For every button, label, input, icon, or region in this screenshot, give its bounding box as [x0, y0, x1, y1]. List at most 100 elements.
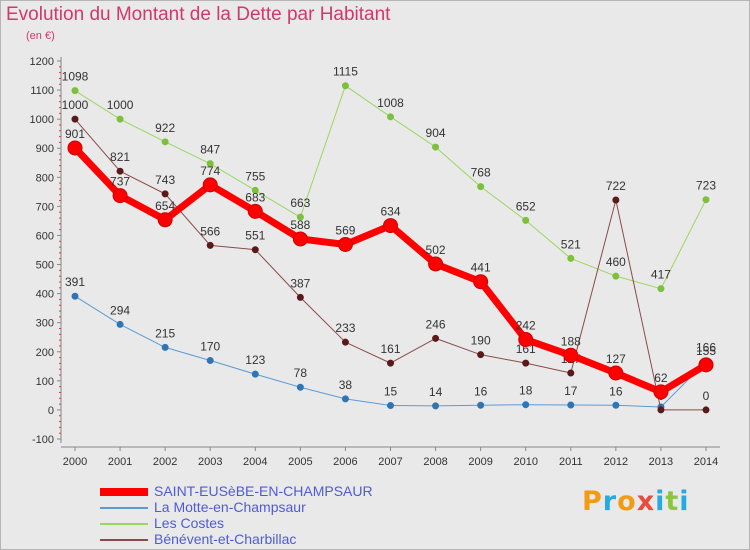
- data-point: [698, 357, 714, 373]
- legend-swatch: [100, 488, 148, 496]
- data-point: [206, 160, 214, 168]
- data-point: [341, 338, 349, 346]
- proxiti-logo: Proxiti: [582, 486, 690, 517]
- data-point: [522, 359, 530, 367]
- series-saint-eus-be-en-champsaur: 901 737 654 774 683 588 569 634 502 441 242 188 127 6…: [65, 127, 716, 400]
- data-point: [657, 406, 665, 414]
- data-label: 1000: [107, 98, 134, 112]
- data-label: 774: [200, 164, 220, 178]
- y-tick-label: 800: [36, 172, 54, 184]
- logo-letter: i: [679, 486, 690, 517]
- data-label: 233: [335, 321, 355, 335]
- data-label: 566: [200, 224, 220, 238]
- data-point: [116, 320, 124, 328]
- data-label: 441: [471, 261, 491, 275]
- data-point: [251, 186, 259, 194]
- y-tick-label: 500: [36, 260, 54, 272]
- data-label: 14: [429, 385, 443, 399]
- data-label: 683: [245, 190, 265, 204]
- data-label: 62: [654, 371, 668, 385]
- data-label: 17: [564, 384, 578, 398]
- data-point: [653, 384, 669, 400]
- logo-letter: o: [617, 486, 637, 517]
- data-point: [612, 401, 620, 409]
- data-point: [116, 115, 124, 123]
- data-label: 18: [519, 384, 533, 398]
- data-label: 460: [606, 255, 626, 269]
- data-point: [563, 347, 579, 363]
- data-point: [387, 113, 394, 121]
- data-label: 1008: [377, 96, 404, 110]
- data-point: [612, 196, 620, 204]
- legend-swatch: [100, 539, 148, 541]
- data-point: [206, 241, 214, 249]
- legend-label: Les Costes: [154, 515, 225, 531]
- data-label: 755: [245, 169, 265, 183]
- x-tick-label: 2001: [108, 456, 132, 468]
- x-tick-label: 2000: [63, 456, 87, 468]
- series-les-costes: 1098 1000 922 847 755 663 1115 1008 904 768 652 521…: [62, 65, 716, 293]
- y-tick-label: 600: [36, 230, 54, 242]
- data-label: 502: [426, 243, 446, 257]
- data-label: 521: [561, 237, 581, 251]
- data-label: 922: [155, 121, 175, 135]
- data-point: [522, 401, 530, 409]
- data-point: [251, 370, 259, 378]
- data-label: 722: [606, 179, 626, 193]
- data-point: [206, 356, 214, 364]
- data-label: 652: [516, 199, 536, 213]
- data-label: 737: [110, 175, 130, 189]
- y-tick-label: -100: [32, 434, 54, 446]
- data-label: 78: [294, 366, 308, 380]
- y-tick-label: 900: [36, 143, 54, 155]
- y-tick-label: 100: [36, 376, 54, 388]
- data-label: 0: [703, 389, 710, 403]
- x-tick-label: 2006: [333, 456, 357, 468]
- data-point: [567, 369, 575, 377]
- data-label: 155: [696, 344, 716, 358]
- data-point: [161, 138, 169, 146]
- data-point: [387, 402, 394, 410]
- data-label: 161: [380, 342, 400, 356]
- data-point: [157, 212, 173, 228]
- data-point: [522, 216, 530, 224]
- data-label: 215: [155, 326, 175, 340]
- data-label: 391: [65, 275, 85, 289]
- y-tick-label: 700: [36, 201, 54, 213]
- x-tick-label: 2010: [513, 456, 537, 468]
- data-point: [202, 177, 218, 193]
- data-label: 743: [155, 173, 175, 187]
- legend-swatch: [100, 507, 148, 509]
- data-point: [292, 231, 308, 247]
- data-label: 190: [471, 334, 491, 348]
- data-point: [473, 274, 489, 290]
- data-point: [567, 254, 575, 262]
- data-point: [337, 236, 353, 252]
- data-label: 551: [245, 229, 265, 243]
- x-tick-label: 2004: [243, 456, 267, 468]
- data-point: [387, 359, 394, 367]
- x-tick-label: 2007: [378, 456, 402, 468]
- data-point: [702, 406, 710, 414]
- y-tick-label: 200: [36, 347, 54, 359]
- series-la-motte-en-champsaur: 391 294 215 170 123 78 38 15 14 16 18 17 16 166: [65, 275, 716, 411]
- data-point: [247, 203, 263, 219]
- logo-letter: i: [655, 486, 666, 517]
- data-label: 1098: [62, 70, 89, 84]
- logo-letter: P: [582, 486, 603, 517]
- x-tick-label: 2014: [694, 456, 718, 468]
- data-point: [518, 332, 534, 348]
- series-b-n-vent-et-charbillac: 1000 821 743 566 551 387 233 161 246 190 161 127 722…: [62, 98, 710, 414]
- data-label: 123: [245, 353, 265, 367]
- chart-subtitle: (en €): [26, 30, 55, 42]
- x-tick-label: 2012: [604, 456, 628, 468]
- chart-title: Evolution du Montant de la Dette par Hab…: [6, 4, 391, 25]
- data-point: [71, 87, 79, 95]
- x-tick-label: 2009: [468, 456, 492, 468]
- y-tick-label: 400: [36, 289, 54, 301]
- data-point: [112, 188, 128, 204]
- y-tick-label: 300: [36, 318, 54, 330]
- data-point: [161, 190, 169, 198]
- data-label: 294: [110, 303, 130, 317]
- data-label: 127: [606, 352, 626, 366]
